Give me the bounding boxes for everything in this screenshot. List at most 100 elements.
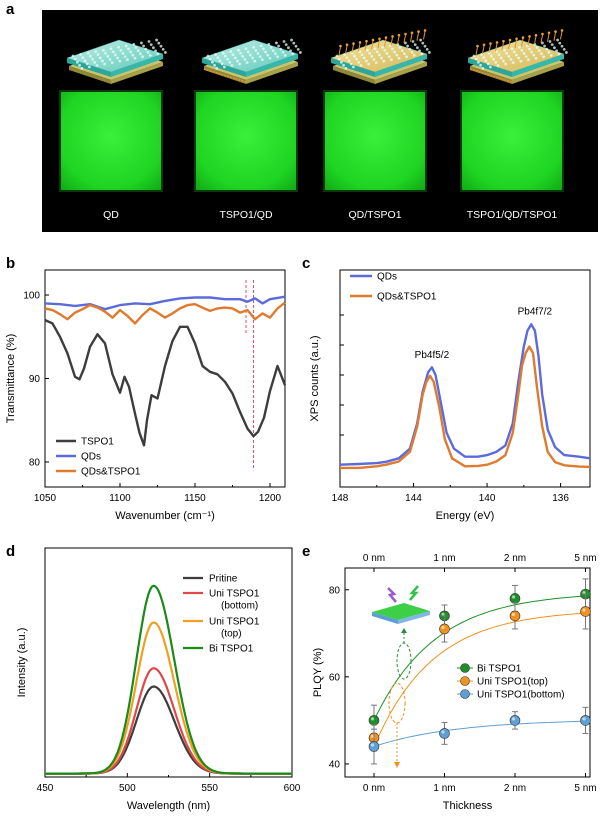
qd-dot [474, 57, 478, 61]
tspo1-molecule-head [358, 41, 362, 44]
qd-dot [109, 47, 113, 51]
c-plot-frame [339, 269, 591, 488]
qd-dot [385, 52, 389, 55]
qd-dot [532, 53, 536, 57]
c-annotation: Pb4f5/2 [415, 350, 450, 361]
e-point-highlight [441, 612, 445, 616]
tspo1-molecule-head [423, 29, 427, 32]
d-legend-label-line: (top) [221, 629, 242, 640]
device-4: TSPO1/QD/TSPO1 [460, 29, 568, 221]
tspo1-molecule [514, 39, 517, 48]
device-qd-side [111, 54, 163, 77]
e-point [439, 623, 450, 635]
qd-dot [541, 41, 544, 45]
e-legend-swatch [460, 676, 470, 686]
e-point [509, 715, 521, 726]
qd-dot [490, 54, 493, 58]
e-xtick-label-top: 1 nm [433, 553, 455, 564]
d-legend-label: Pritine [209, 574, 238, 585]
qd-dot [223, 65, 226, 69]
device-substrate-side [246, 62, 298, 84]
qd-dot [262, 47, 265, 51]
qd-dot [230, 64, 234, 67]
e-point-highlight [582, 608, 586, 612]
qd-dot [511, 61, 515, 64]
qd-dot [477, 60, 480, 64]
qd-dot [228, 61, 232, 64]
device-substrate-side [111, 62, 163, 84]
c-series-qds-tspo1 [340, 345, 591, 470]
qd-dot [152, 46, 155, 50]
b-xtick-label: 1100 [109, 493, 131, 504]
tspo1-molecule-head [417, 30, 420, 33]
tspo1-molecule-head [410, 31, 414, 35]
qd-dot [237, 48, 240, 52]
qd-dot [267, 43, 271, 46]
qd-dot [357, 61, 361, 64]
e-legend-label: Bi TSPO1 [477, 664, 522, 675]
qd-dot [540, 52, 543, 56]
e-point-highlight [441, 730, 445, 734]
b-legend-label: QDs&TSPO1 [81, 467, 141, 478]
tspo1-molecule-head [371, 38, 375, 42]
tspo1-molecule-head [391, 35, 394, 38]
qd-dot [231, 53, 235, 57]
d-series-uni-tspo1-top- [45, 621, 292, 775]
qd-dot [268, 56, 272, 60]
tspo1-molecule [534, 36, 537, 45]
e-point-highlight [441, 625, 445, 630]
qd-dot [161, 47, 165, 51]
e-point [439, 728, 450, 739]
qd-dot [142, 44, 146, 48]
qd-dot [277, 44, 280, 48]
tspo1-molecule [521, 38, 524, 47]
qd-dot [347, 59, 351, 63]
d-legend-label-line: Uni TSPO1 [209, 617, 260, 628]
qd-dot [140, 41, 143, 45]
d-xtick-label: 450 [37, 783, 54, 794]
qd-dot [360, 53, 364, 57]
qd-dot [126, 58, 129, 62]
device-glow-photo [462, 92, 562, 190]
qd-dot [373, 47, 377, 51]
tspo1-molecule [416, 32, 419, 41]
d-xtick-label: 600 [284, 783, 301, 794]
e-point-highlight [370, 734, 375, 738]
tspo1-molecule [403, 34, 406, 44]
qd-dot [136, 49, 140, 52]
qd-dot [340, 60, 343, 64]
qd-dot [375, 50, 379, 54]
qd-dot [78, 63, 81, 67]
c-series-qds [339, 323, 591, 466]
qd-dot [337, 57, 341, 61]
e-point-highlight [582, 717, 586, 721]
qd-dot [216, 56, 220, 60]
c-xtick-label: 148 [332, 493, 349, 504]
tspo1-molecule-head [508, 38, 512, 42]
c-legend-label: QDs&TSPO1 [377, 292, 437, 303]
qd-dot [246, 50, 250, 54]
tspo1-molecule-head [515, 37, 518, 41]
qd-dot [509, 58, 513, 61]
tspo1-molecule-head [528, 35, 531, 38]
qd-dot [133, 56, 137, 60]
e-legend-label: Uni TSPO1(top) [477, 677, 548, 688]
b-legend-label: QDs [81, 452, 101, 463]
tspo1-molecule-head [541, 32, 544, 36]
qd-dot [480, 53, 483, 56]
qd-dot [382, 59, 386, 63]
qd-dot [398, 46, 402, 49]
qd-dot [96, 53, 100, 57]
qd-dot [416, 46, 419, 50]
tspo1-molecule-head [384, 36, 388, 39]
qd-dot [104, 51, 107, 55]
tspo1-molecule [397, 36, 400, 45]
qd-dot [359, 64, 363, 67]
qd-dot [93, 61, 97, 64]
qd-dot [132, 43, 136, 46]
device-label: QD/TSPO1 [348, 209, 401, 221]
tspo1-molecule-head [554, 30, 557, 33]
qd-dot [548, 40, 552, 43]
tspo1-molecule [364, 42, 367, 51]
qd-dot [229, 50, 233, 54]
